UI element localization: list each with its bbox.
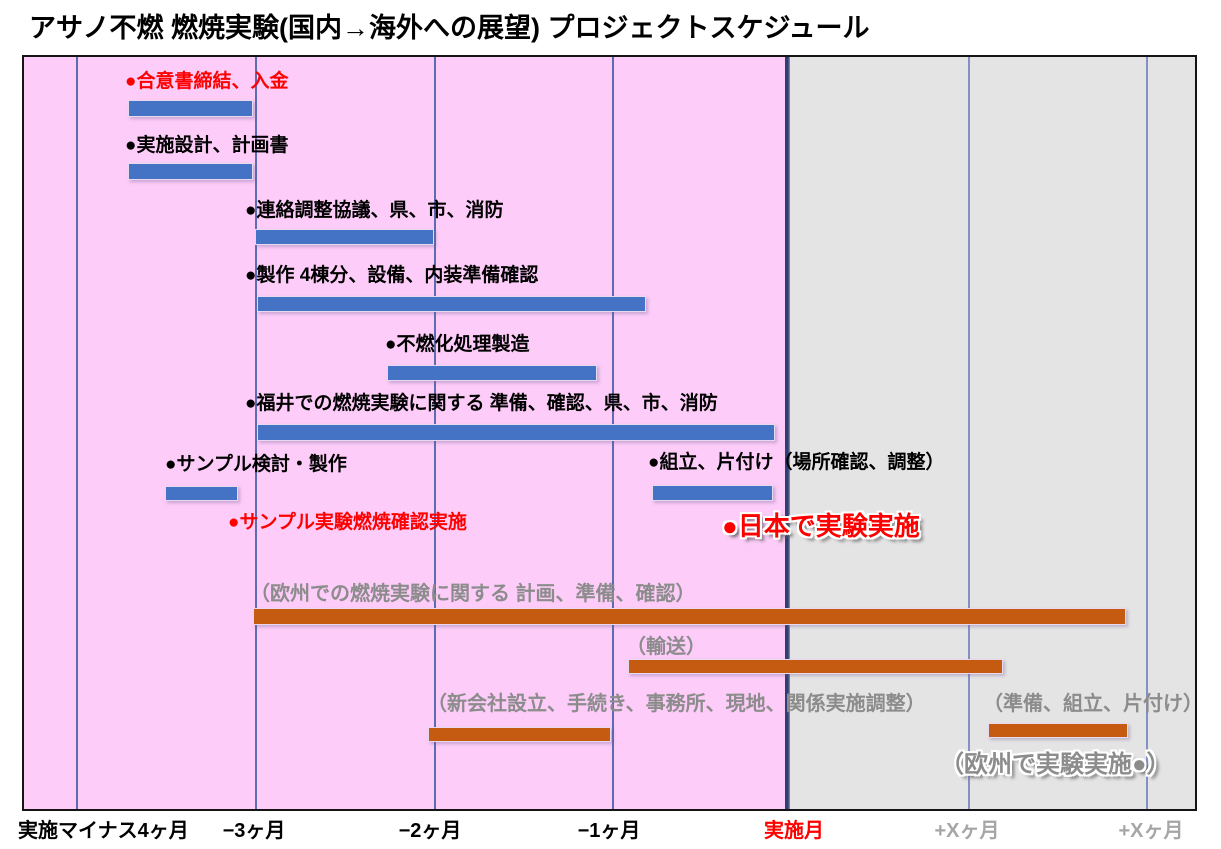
task-label-prep-assembly-cleanup-europe: （準備、組立、片付け） [983, 693, 1203, 715]
execution-month-boundary-line [785, 57, 790, 809]
task-label-agreement-signing: ●合意書締結、入金 [125, 71, 289, 92]
task-label-fabrication: ●製作 4棟分、設備、内装準備確認 [245, 265, 539, 286]
task-label-assembly-cleanup-japan: ●組立、片付け（場所確認、調整） [648, 452, 945, 473]
task-label-implementation-design: ●実施設計、計画書 [125, 135, 289, 156]
future-months-region [788, 57, 1195, 809]
task-label-sample-burn-test: ●サンプル実験燃焼確認実施 [228, 512, 467, 533]
task-label-japan-test-execution: ●日本で実験実施 [722, 511, 920, 541]
task-bar-fabrication [257, 296, 646, 312]
task-bar-agreement-signing [128, 100, 253, 117]
axis-tick-6: +Xヶ月 [1118, 820, 1184, 842]
task-label-europe-test-execution: （欧州で実験実施●） [940, 751, 1171, 778]
axis-tick-4: 実施月 [764, 820, 824, 842]
task-label-fireproof-processing: ●不燃化処理製造 [385, 334, 530, 355]
task-label-shipping: （輸送） [626, 636, 706, 658]
axis-tick-1: −3ヶ月 [222, 820, 286, 842]
task-bar-liaison-coordination [255, 229, 434, 245]
task-label-fukui-test-preparation: ●福井での燃焼実験に関する 準備、確認、県、市、消防 [245, 393, 718, 414]
axis-tick-2: −2ヶ月 [398, 820, 462, 842]
axis-tick-0: 実施マイナス4ヶ月 [18, 820, 189, 842]
axis-tick-3: −1ヶ月 [577, 820, 641, 842]
gridline-4 [968, 57, 970, 809]
task-bar-fukui-test-preparation [257, 424, 775, 441]
task-label-europe-test-planning: （欧州での燃焼実験に関する 計画、準備、確認） [250, 583, 696, 605]
task-bar-assembly-cleanup-japan [652, 485, 773, 501]
gridline-5 [1146, 57, 1148, 809]
task-bar-new-company-setup [428, 727, 611, 742]
gridline-1 [255, 57, 257, 809]
task-bar-shipping [628, 659, 1003, 674]
task-bar-fireproof-processing [387, 365, 597, 381]
task-bar-implementation-design [128, 163, 253, 180]
task-bar-europe-test-planning [253, 608, 1126, 625]
task-label-new-company-setup: （新会社設立、手続き、事務所、現地、関係実施調整） [427, 693, 926, 715]
page-title: アサノ不燃 燃焼実験(国内→海外への展望) プロジェクトスケジュール [29, 13, 870, 43]
task-label-sample-study: ●サンプル検討・製作 [165, 454, 347, 475]
task-label-liaison-coordination: ●連絡調整協議、県、市、消防 [245, 200, 504, 221]
task-bar-prep-assembly-cleanup-europe [988, 723, 1128, 738]
axis-tick-5: +Xヶ月 [934, 820, 1000, 842]
task-bar-sample-study [165, 486, 238, 501]
gridline-0 [76, 57, 78, 809]
gantt-chart-area: ●合意書締結、入金 ●実施設計、計画書 ●連絡調整協議、県、市、消防 ●製作 4棟分、… [22, 55, 1203, 811]
